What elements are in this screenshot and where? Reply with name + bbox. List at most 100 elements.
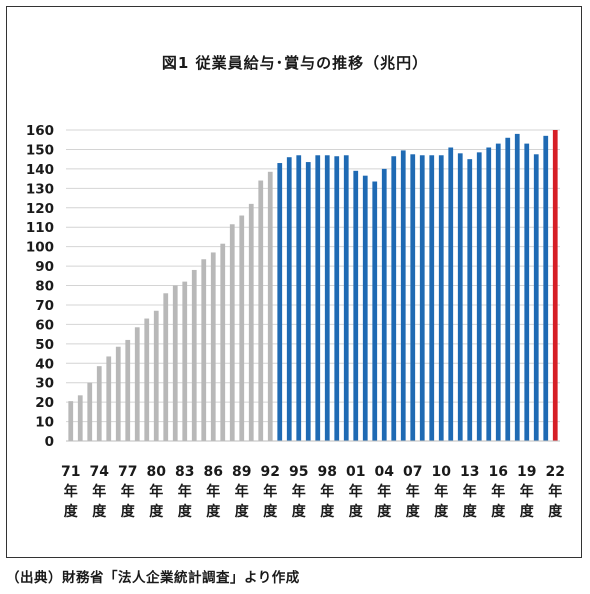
bar-86 — [210, 252, 216, 441]
x-tick-label: 89 — [232, 464, 251, 480]
x-tick-suffix: 度 — [434, 503, 449, 520]
bar-03 — [372, 181, 378, 441]
x-tick-label: 74 — [90, 464, 110, 480]
bar-21 — [543, 135, 549, 442]
x-tick-suffix: 度 — [178, 503, 193, 520]
x-tick-suffix: 年 — [434, 483, 448, 500]
bar-13 — [467, 159, 473, 441]
bar-75 — [106, 356, 112, 441]
x-tick-suffix: 度 — [406, 503, 421, 520]
x-tick-label: 92 — [261, 464, 280, 480]
x-tick-suffix: 度 — [491, 503, 506, 520]
x-tick-suffix: 度 — [548, 503, 563, 520]
x-tick-suffix: 度 — [64, 503, 79, 520]
x-tick-label: 07 — [403, 464, 422, 480]
x-tick-label: 80 — [147, 464, 167, 480]
bar-79 — [144, 318, 150, 441]
x-tick-suffix: 年 — [349, 483, 363, 500]
x-tick-suffix: 年 — [64, 483, 78, 500]
x-tick-suffix: 度 — [292, 503, 307, 520]
x-tick-suffix: 年 — [463, 483, 477, 500]
x-tick-label: 83 — [175, 464, 194, 480]
x-tick-label: 10 — [432, 464, 452, 480]
bar-74 — [96, 366, 102, 441]
y-tick-label: 140 — [26, 162, 54, 178]
bar-82 — [172, 285, 178, 441]
bar-84 — [191, 269, 197, 441]
bar-73 — [87, 382, 93, 441]
y-tick-label: 20 — [35, 395, 54, 411]
y-tick-label: 70 — [35, 298, 54, 314]
x-tick-label: 19 — [517, 464, 536, 480]
bar-16 — [495, 143, 501, 441]
y-tick-label: 120 — [26, 201, 54, 217]
y-tick-label: 130 — [26, 181, 54, 197]
bar-78 — [134, 327, 140, 441]
x-tick-label: 71 — [61, 464, 80, 480]
x-tick-suffix: 年 — [206, 483, 220, 500]
bar-72 — [77, 395, 83, 441]
bar-06 — [400, 150, 406, 442]
bar-85 — [201, 259, 207, 441]
x-tick-suffix: 年 — [520, 483, 534, 500]
y-tick-label: 110 — [26, 220, 54, 236]
bar-09 — [429, 155, 435, 442]
x-tick-suffix: 年 — [235, 483, 249, 500]
bar-88 — [229, 224, 235, 441]
x-tick-label: 95 — [289, 464, 308, 480]
y-tick-label: 50 — [35, 337, 54, 353]
y-tick-label: 30 — [35, 376, 54, 392]
bar-01 — [353, 170, 359, 441]
bar-00 — [343, 155, 349, 442]
bar-02 — [362, 175, 368, 441]
x-tick-suffix: 度 — [206, 503, 221, 520]
chart-title: 図1 従業員給与･賞与の推移（兆円） — [161, 54, 429, 72]
bar-15 — [486, 147, 492, 441]
bar-05 — [391, 156, 397, 441]
x-tick-suffix: 度 — [520, 503, 535, 520]
x-tick-label: 98 — [318, 464, 337, 480]
bar-11 — [448, 147, 454, 441]
y-tick-label: 150 — [26, 142, 54, 158]
x-tick-suffix: 度 — [121, 503, 136, 520]
bar-94 — [286, 157, 292, 441]
bar-80 — [153, 310, 159, 441]
x-tick-suffix: 年 — [121, 483, 135, 500]
bar-95 — [296, 155, 302, 442]
x-tick-suffix: 度 — [463, 503, 478, 520]
x-tick-suffix: 度 — [320, 503, 335, 520]
x-tick-label: 77 — [118, 464, 137, 480]
bar-17 — [505, 137, 511, 441]
bar-04 — [381, 168, 387, 441]
x-tick-suffix: 年 — [263, 483, 277, 500]
y-tick-label: 60 — [35, 317, 54, 333]
bar-chart: 0102030405060708090100110120130140150160… — [26, 123, 565, 520]
y-tick-label: 90 — [35, 259, 54, 275]
x-tick-label: 16 — [489, 464, 508, 480]
x-tick-suffix: 年 — [491, 483, 505, 500]
x-tick-label: 22 — [546, 464, 565, 480]
y-tick-label: 80 — [35, 279, 54, 295]
x-tick-suffix: 年 — [377, 483, 391, 500]
bar-20 — [533, 154, 539, 441]
bar-71 — [68, 401, 74, 441]
bar-89 — [239, 215, 245, 441]
bar-18 — [514, 133, 520, 441]
source-note: （出典）財務省「法人企業統計調査」より作成 — [6, 570, 300, 586]
bar-97 — [315, 155, 321, 442]
x-tick-suffix: 年 — [178, 483, 192, 500]
bar-19 — [524, 143, 530, 441]
bar-92 — [267, 171, 273, 441]
y-tick-label: 160 — [26, 123, 54, 139]
bar-08 — [419, 155, 425, 442]
bar-10 — [438, 155, 444, 442]
x-tick-label: 04 — [375, 464, 395, 480]
x-tick-suffix: 年 — [92, 483, 106, 500]
bar-77 — [125, 339, 131, 441]
bar-96 — [305, 162, 311, 441]
x-tick-suffix: 度 — [235, 503, 250, 520]
x-tick-suffix: 度 — [377, 503, 392, 520]
x-tick-label: 01 — [346, 464, 365, 480]
x-tick-label: 86 — [204, 464, 223, 480]
x-tick-suffix: 年 — [149, 483, 163, 500]
